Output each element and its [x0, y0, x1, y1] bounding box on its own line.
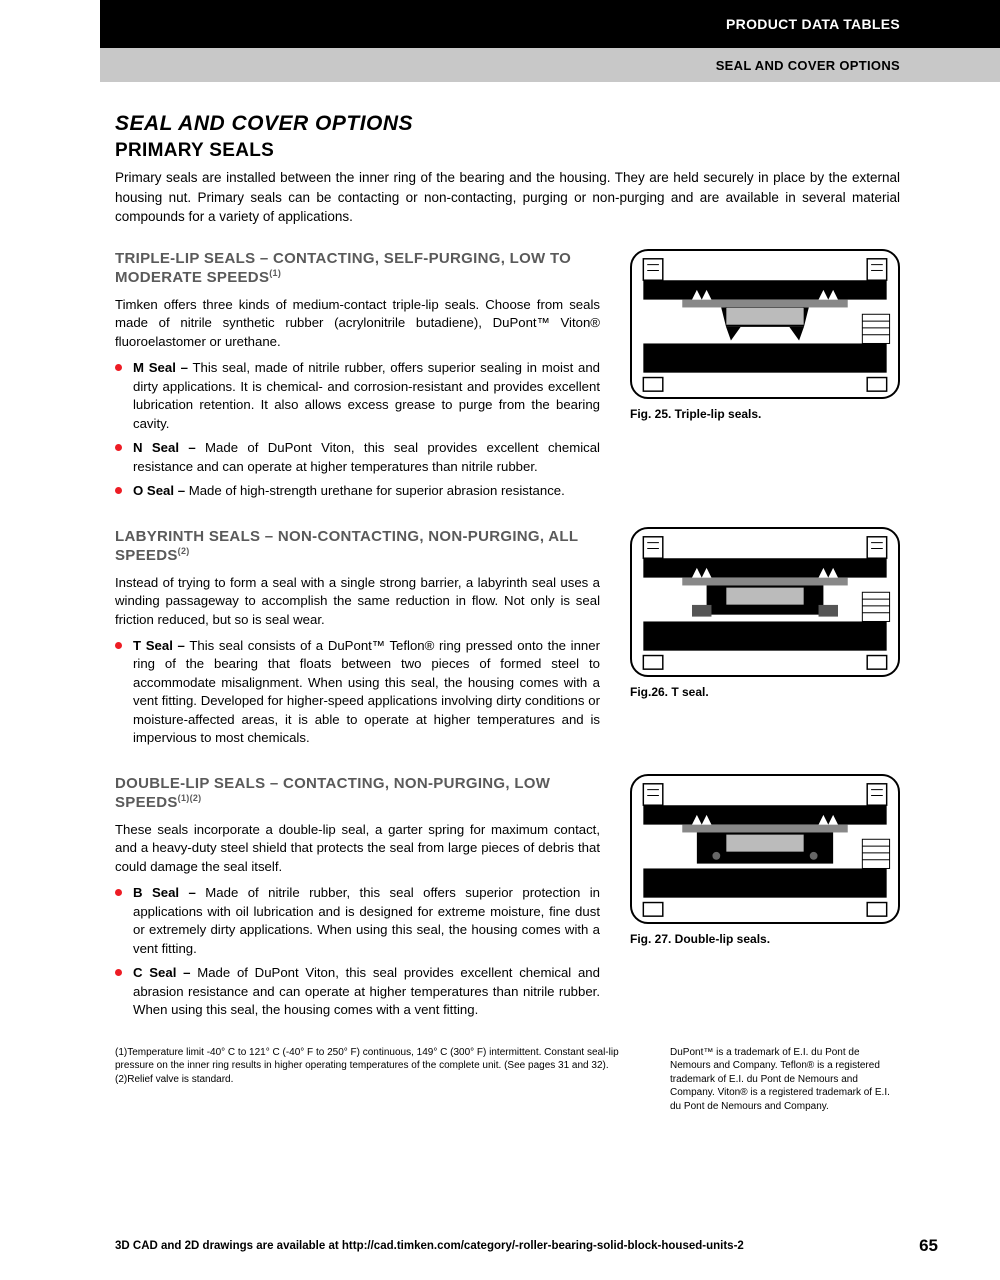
list-item: B Seal – Made of nitrile rubber, this se…: [133, 884, 600, 958]
section-heading: TRIPLE-LIP SEALS – CONTACTING, SELF-PURG…: [115, 249, 600, 288]
item-desc: This seal consists of a DuPont™ Teflon® …: [133, 638, 600, 745]
seal-list: M Seal – This seal, made of nitrile rubb…: [115, 359, 600, 500]
seal-diagram-icon: [632, 251, 898, 397]
item-desc: Made of DuPont Viton, this seal provides…: [133, 440, 600, 473]
item-name: T Seal –: [133, 638, 185, 653]
section-heading: DOUBLE-LIP SEALS – CONTACTING, NON-PURGI…: [115, 774, 600, 813]
figure-caption: Fig. 27. Double-lip seals.: [630, 932, 900, 946]
figure-t-seal: [630, 527, 900, 677]
list-item: O Seal – Made of high-strength urethane …: [133, 482, 600, 500]
heading-sup: (2): [178, 546, 190, 556]
item-desc: Made of high-strength urethane for super…: [185, 483, 565, 498]
item-desc: Made of DuPont Viton, this seal provides…: [133, 965, 600, 1017]
header-top: PRODUCT DATA TABLES: [100, 0, 1000, 48]
item-name: O Seal –: [133, 483, 185, 498]
heading-sup: (1)(2): [178, 793, 202, 803]
item-name: M Seal –: [133, 360, 188, 375]
heading-sup: (1): [269, 268, 281, 278]
item-name: N Seal –: [133, 440, 196, 455]
footnote-line: (2)Relief valve is standard.: [115, 1073, 630, 1087]
footnotes: (1)Temperature limit -40° C to 121° C (-…: [115, 1046, 900, 1114]
intro-paragraph: Primary seals are installed between the …: [115, 168, 900, 227]
footnote-line: (1)Temperature limit -40° C to 121° C (-…: [115, 1046, 630, 1073]
section-text: Timken offers three kinds of medium-cont…: [115, 296, 600, 351]
list-item: C Seal – Made of DuPont Viton, this seal…: [133, 964, 600, 1019]
list-item: M Seal – This seal, made of nitrile rubb…: [133, 359, 600, 433]
page-footer: 3D CAD and 2D drawings are available at …: [115, 1236, 938, 1256]
item-name: C Seal –: [133, 965, 190, 980]
section-left: TRIPLE-LIP SEALS – CONTACTING, SELF-PURG…: [115, 249, 600, 507]
item-desc: This seal, made of nitrile rubber, offer…: [133, 360, 600, 430]
footer-text: 3D CAD and 2D drawings are available at …: [115, 1240, 744, 1252]
figure-caption: Fig. 25. Triple-lip seals.: [630, 407, 900, 421]
section-left: LABYRINTH SEALS – NON-CONTACTING, NON-PU…: [115, 527, 600, 754]
page-title: SEAL AND COVER OPTIONS: [115, 112, 900, 136]
heading-text: TRIPLE-LIP SEALS – CONTACTING, SELF-PURG…: [115, 250, 571, 287]
item-name: B Seal –: [133, 885, 196, 900]
section-heading: LABYRINTH SEALS – NON-CONTACTING, NON-PU…: [115, 527, 600, 566]
seal-diagram-icon: [632, 529, 898, 675]
header-sub: SEAL AND COVER OPTIONS: [100, 48, 1000, 82]
section-right: Fig. 27. Double-lip seals.: [630, 774, 900, 1026]
page-subtitle: PRIMARY SEALS: [115, 140, 900, 162]
section-labyrinth: LABYRINTH SEALS – NON-CONTACTING, NON-PU…: [115, 527, 900, 754]
seal-list: B Seal – Made of nitrile rubber, this se…: [115, 884, 600, 1019]
seal-list: T Seal – This seal consists of a DuPont™…: [115, 637, 600, 748]
section-right: Fig. 25. Triple-lip seals.: [630, 249, 900, 507]
section-text: Instead of trying to form a seal with a …: [115, 574, 600, 629]
figure-triple-lip: [630, 249, 900, 399]
footnotes-right: DuPont™ is a trademark of E.I. du Pont d…: [670, 1046, 900, 1114]
figure-double-lip: [630, 774, 900, 924]
section-right: Fig.26. T seal.: [630, 527, 900, 754]
page-content: SEAL AND COVER OPTIONS PRIMARY SEALS Pri…: [0, 82, 1000, 1113]
list-item: T Seal – This seal consists of a DuPont™…: [133, 637, 600, 748]
section-triple-lip: TRIPLE-LIP SEALS – CONTACTING, SELF-PURG…: [115, 249, 900, 507]
item-desc: Made of nitrile rubber, this seal offers…: [133, 885, 600, 955]
section-double-lip: DOUBLE-LIP SEALS – CONTACTING, NON-PURGI…: [115, 774, 900, 1026]
list-item: N Seal – Made of DuPont Viton, this seal…: [133, 439, 600, 476]
section-text: These seals incorporate a double-lip sea…: [115, 821, 600, 876]
seal-diagram-icon: [632, 776, 898, 922]
section-left: DOUBLE-LIP SEALS – CONTACTING, NON-PURGI…: [115, 774, 600, 1026]
footnotes-left: (1)Temperature limit -40° C to 121° C (-…: [115, 1046, 630, 1114]
figure-caption: Fig.26. T seal.: [630, 685, 900, 699]
page-number: 65: [919, 1236, 938, 1256]
